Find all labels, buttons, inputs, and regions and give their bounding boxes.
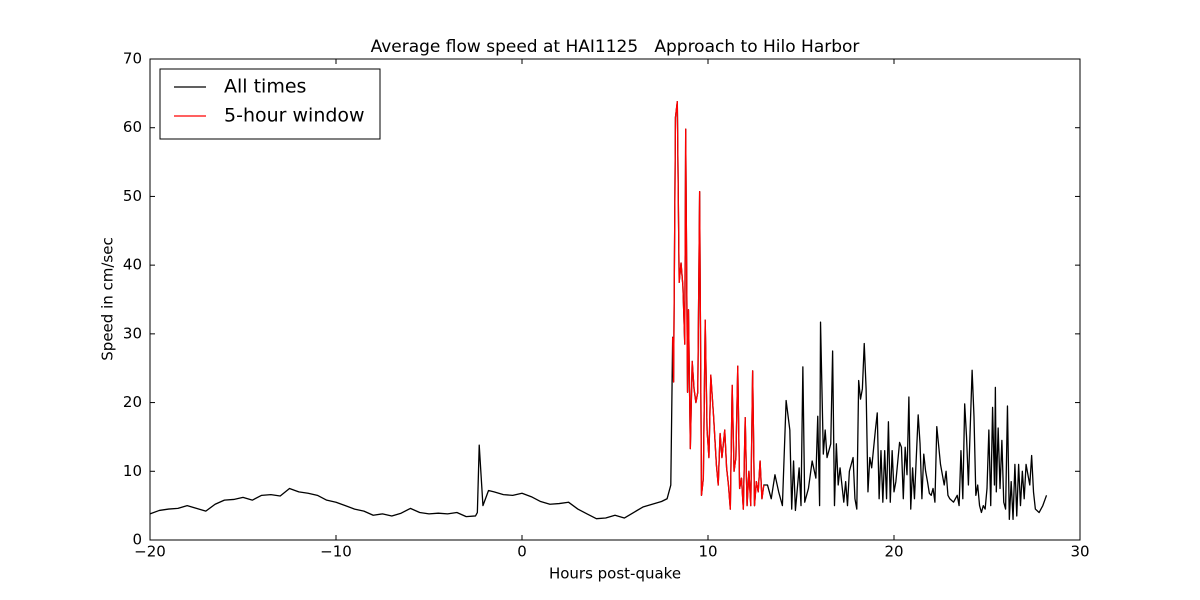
x-axis-label: Hours post-quake (549, 565, 681, 583)
y-axis-label: Speed in cm/sec (99, 237, 117, 360)
legend-label: 5-hour window (224, 105, 365, 127)
chart-title: Average flow speed at HAI1125 Approach t… (371, 37, 860, 57)
y-tick-label: 10 (123, 462, 142, 480)
plot-frame (149, 58, 1081, 541)
y-tick-label: 60 (123, 118, 142, 136)
y-tick-label: 70 (123, 50, 142, 68)
data-line (149, 100, 1048, 521)
x-tick-label: 20 (884, 543, 903, 561)
legend-label: All times (224, 76, 306, 98)
y-tick-label: 40 (123, 256, 142, 274)
y-tick-label: 0 (132, 531, 142, 549)
x-tick-label: −20 (134, 543, 166, 561)
y-tick-label: 30 (123, 324, 142, 342)
x-tick-label: 10 (698, 543, 717, 561)
legend-box (159, 68, 381, 140)
y-tick-label: 20 (123, 393, 142, 411)
data-line (672, 100, 765, 510)
x-tick-label: −10 (320, 543, 352, 561)
x-tick-label: 30 (1070, 543, 1089, 561)
y-tick-label: 50 (123, 187, 142, 205)
x-tick-label: 0 (517, 543, 527, 561)
